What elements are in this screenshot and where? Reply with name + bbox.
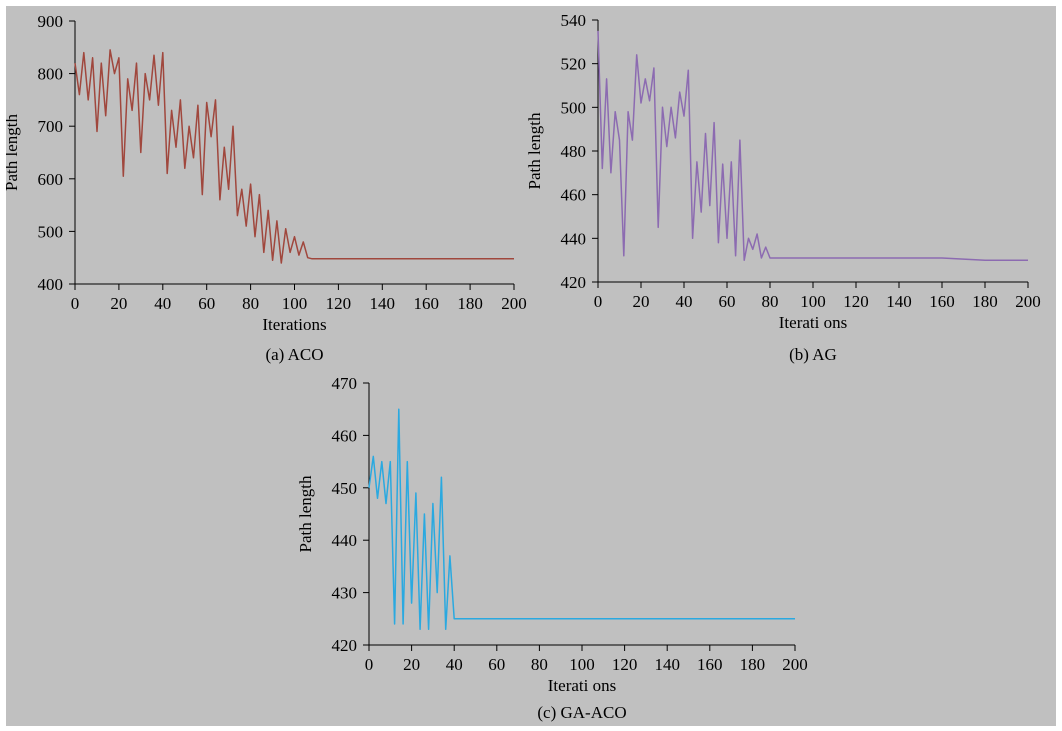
- y-tick-label: 600: [38, 170, 64, 189]
- x-tick-label: 140: [886, 292, 912, 311]
- x-tick-label: 60: [198, 294, 215, 313]
- x-tick-label: 180: [972, 292, 998, 311]
- y-axis-label: Path length: [296, 475, 315, 552]
- x-tick-label: 80: [762, 292, 779, 311]
- x-axis-label: Iterati ons: [548, 676, 616, 695]
- x-tick-label: 200: [501, 294, 527, 313]
- x-tick-label: 80: [531, 655, 548, 674]
- x-tick-label: 100: [282, 294, 308, 313]
- x-tick-label: 180: [457, 294, 483, 313]
- x-tick-label: 100: [800, 292, 826, 311]
- chart-3: 420 430 440 450 460 470 0 20 40 60 80 100 120 140 160 1…: [296, 374, 808, 722]
- y-tick-label: 500: [561, 98, 587, 117]
- x-axis-label: Iterati ons: [779, 313, 847, 332]
- x-tick-label: 200: [1015, 292, 1041, 311]
- x-tick-label: 20: [633, 292, 650, 311]
- y-tick-label: 420: [332, 636, 358, 655]
- chart-caption: (c) GA-ACO: [537, 703, 626, 722]
- x-tick-label: 140: [370, 294, 396, 313]
- chart-1: 400 500 600 700 800 900 0 20 40 60 80 100 120 140 160 1…: [2, 12, 527, 364]
- x-tick-label: 160: [929, 292, 955, 311]
- x-tick-label: 180: [740, 655, 766, 674]
- x-tick-label: 20: [110, 294, 127, 313]
- x-tick-label: 40: [676, 292, 693, 311]
- x-tick-label: 160: [697, 655, 723, 674]
- y-tick-label: 480: [561, 142, 587, 161]
- x-tick-label: 0: [365, 655, 374, 674]
- x-tick-label: 120: [326, 294, 352, 313]
- x-tick-label: 60: [719, 292, 736, 311]
- chart-caption: (b) AG: [789, 345, 837, 364]
- x-tick-label: 0: [594, 292, 603, 311]
- y-tick-label: 430: [332, 584, 358, 603]
- x-tick-label: 120: [843, 292, 869, 311]
- y-tick-label: 420: [561, 273, 587, 292]
- y-tick-label: 440: [561, 229, 587, 248]
- x-tick-label: 100: [569, 655, 595, 674]
- x-tick-label: 200: [782, 655, 808, 674]
- x-tick-label: 60: [488, 655, 505, 674]
- x-tick-label: 160: [413, 294, 439, 313]
- x-tick-label: 20: [403, 655, 420, 674]
- x-tick-label: 0: [71, 294, 80, 313]
- x-tick-label: 40: [446, 655, 463, 674]
- figure-background: 400 500 600 700 800 900 0 20 40 60 80 100 120 140 160 1…: [2, 6, 1056, 726]
- series-line: [368, 408, 795, 631]
- x-tick-label: 80: [242, 294, 259, 313]
- y-tick-label: 440: [332, 531, 358, 550]
- y-tick-label: 800: [38, 65, 64, 84]
- y-axis-label: Path length: [525, 112, 544, 189]
- x-tick-label: 140: [654, 655, 680, 674]
- x-axis-label: Iterations: [262, 315, 326, 334]
- x-tick-label: 120: [612, 655, 638, 674]
- y-tick-label: 500: [38, 222, 64, 241]
- x-tick-label: 40: [154, 294, 171, 313]
- y-axis-label: Path length: [6, 114, 21, 191]
- y-tick-label: 460: [561, 186, 587, 205]
- y-tick-label: 400: [38, 275, 64, 294]
- y-tick-label: 520: [561, 55, 587, 74]
- y-tick-label: 540: [561, 11, 587, 30]
- y-tick-label: 460: [332, 426, 358, 445]
- y-tick-label: 700: [38, 117, 64, 136]
- y-tick-label: 450: [332, 479, 358, 498]
- chart-caption: (a) ACO: [265, 345, 323, 364]
- chart-2: 420 440 460 480 500 520 540 0 20 40 60 80 100 120 140 1…: [525, 11, 1041, 364]
- y-tick-label: 470: [332, 374, 358, 393]
- series-line: [74, 49, 514, 264]
- series-line: [597, 30, 1028, 261]
- y-tick-label: 900: [38, 12, 64, 31]
